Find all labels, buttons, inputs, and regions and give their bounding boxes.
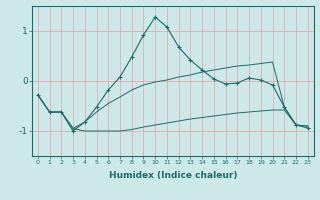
X-axis label: Humidex (Indice chaleur): Humidex (Indice chaleur) [108,171,237,180]
